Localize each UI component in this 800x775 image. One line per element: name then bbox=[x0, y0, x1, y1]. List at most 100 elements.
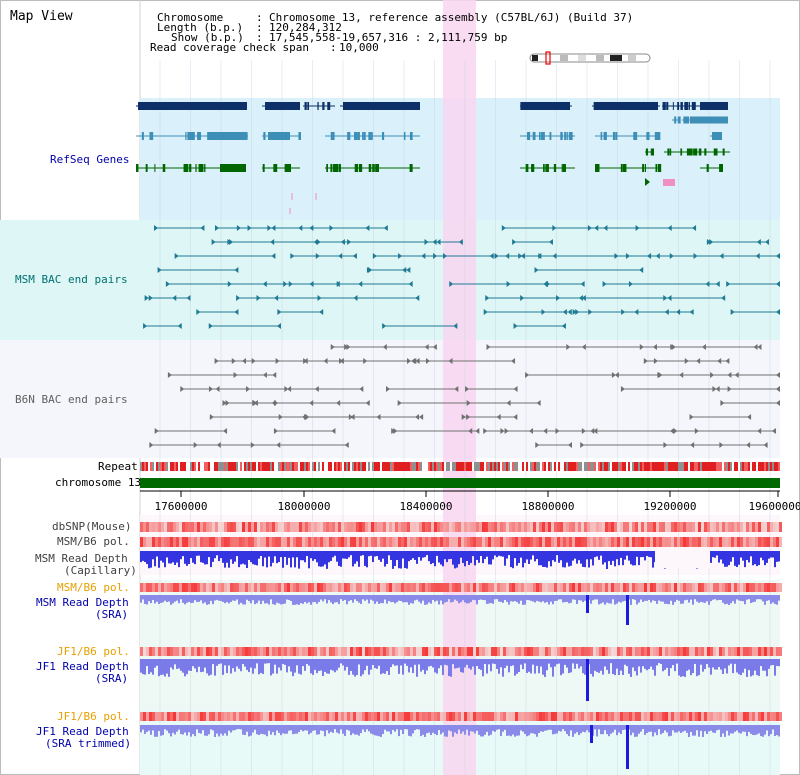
depth-bar bbox=[478, 725, 480, 735]
heat-cell bbox=[500, 647, 503, 656]
heat-cell bbox=[770, 647, 773, 656]
heat-cell bbox=[284, 522, 287, 532]
track-label-msm-b6-pol-1[interactable]: MSM/B6 pol. bbox=[57, 535, 130, 548]
depth-bar bbox=[462, 725, 464, 732]
repeat-bar bbox=[414, 462, 416, 471]
depth-bar bbox=[326, 725, 328, 731]
track-label-msm-bac[interactable]: MSM BAC end pairs bbox=[15, 273, 128, 286]
heat-cell bbox=[338, 537, 341, 547]
track-label-refseq[interactable]: RefSeq Genes bbox=[50, 153, 130, 166]
repeat-bar bbox=[508, 462, 510, 471]
heat-cell bbox=[479, 522, 482, 532]
repeat-bar bbox=[602, 462, 604, 471]
heat-cell bbox=[230, 647, 233, 656]
gene-exon bbox=[262, 164, 265, 172]
track-label-dbsnp[interactable]: dbSNP(Mouse) bbox=[52, 520, 132, 533]
heat-cell bbox=[773, 583, 776, 592]
heat-cell bbox=[263, 583, 266, 592]
depth-bar bbox=[454, 659, 456, 669]
heat-cell bbox=[209, 712, 212, 721]
chromosome-key: Chromosome bbox=[157, 11, 224, 24]
track-label-jf1-depth-trim-line1[interactable]: JF1 Read Depth bbox=[36, 725, 129, 738]
track-label-jf1-b6-pol-1[interactable]: JF1/B6 pol. bbox=[57, 645, 130, 658]
track-label-msm-depth-cap-line1[interactable]: MSM Read Depth bbox=[35, 552, 128, 565]
track-label-jf1-b6-pol-2[interactable]: JF1/B6 pol. bbox=[57, 710, 130, 723]
heat-cell bbox=[512, 522, 515, 532]
depth-bar bbox=[232, 725, 234, 731]
bac-end bbox=[717, 358, 722, 364]
heat-cell bbox=[305, 712, 308, 721]
gene-exon bbox=[719, 164, 722, 172]
heat-cell bbox=[773, 537, 776, 547]
heat-cell bbox=[590, 522, 593, 532]
bac-end bbox=[227, 281, 232, 287]
heat-cell bbox=[722, 712, 725, 721]
depth-bar bbox=[484, 725, 486, 735]
depth-bar bbox=[708, 725, 710, 732]
repeat-bar bbox=[270, 462, 272, 471]
depth-bar bbox=[482, 551, 484, 564]
depth-bar bbox=[154, 659, 156, 668]
heat-cell bbox=[599, 647, 602, 656]
repeat-bar bbox=[392, 462, 394, 471]
heat-cell bbox=[593, 537, 596, 547]
track-label-chromosome[interactable]: chromosome 13 bbox=[55, 476, 142, 489]
repeat-bar bbox=[762, 462, 764, 471]
depth-bar bbox=[774, 659, 776, 676]
depth-bar bbox=[262, 551, 264, 567]
depth-bar bbox=[538, 725, 540, 734]
heat-cell bbox=[320, 537, 323, 547]
heat-cell bbox=[434, 583, 437, 592]
depth-bar bbox=[288, 659, 290, 667]
track-label-msm-depth-sra-line1[interactable]: MSM Read Depth bbox=[36, 596, 129, 609]
repeat-bar bbox=[540, 462, 542, 471]
heat-cell bbox=[509, 712, 512, 721]
depth-bar bbox=[754, 595, 756, 602]
heat-cell bbox=[512, 712, 515, 721]
heat-cell bbox=[287, 647, 290, 656]
bac-end bbox=[721, 295, 726, 301]
heat-cell bbox=[464, 647, 467, 656]
depth-bar bbox=[342, 551, 344, 559]
heat-cell bbox=[635, 522, 638, 532]
repeat-bar bbox=[676, 462, 678, 471]
depth-bar bbox=[732, 551, 734, 558]
gene-exon bbox=[698, 148, 702, 156]
depth-bar bbox=[186, 725, 188, 736]
depth-bar bbox=[640, 659, 642, 673]
depth-bar bbox=[714, 725, 716, 733]
depth-bar bbox=[432, 595, 434, 600]
heat-cell bbox=[563, 583, 566, 592]
depth-bar bbox=[660, 659, 662, 665]
repeat-bar bbox=[524, 462, 526, 471]
track-label-msm-b6-pol-2[interactable]: MSM/B6 pol. bbox=[57, 581, 130, 594]
depth-bar bbox=[262, 595, 264, 601]
gene-exon bbox=[633, 132, 638, 140]
heat-cell bbox=[329, 712, 332, 721]
depth-bar bbox=[436, 659, 438, 674]
depth-bar bbox=[328, 551, 330, 563]
heat-cell bbox=[425, 537, 428, 547]
depth-bar bbox=[776, 551, 778, 562]
depth-bar bbox=[386, 595, 388, 604]
depth-bar bbox=[706, 725, 708, 735]
heat-cell bbox=[776, 647, 779, 656]
heat-cell bbox=[287, 583, 290, 592]
depth-bar bbox=[290, 595, 292, 602]
repeat-bar bbox=[426, 462, 428, 471]
repeat-bar bbox=[260, 462, 262, 471]
gene-exon bbox=[327, 102, 331, 110]
depth-bar bbox=[572, 551, 574, 561]
heat-cell bbox=[344, 583, 347, 592]
depth-bar bbox=[526, 659, 528, 674]
bac-end bbox=[216, 442, 221, 448]
depth-bar bbox=[480, 551, 482, 557]
track-label-b6n-bac[interactable]: B6N BAC end pairs bbox=[15, 393, 128, 406]
track-label-repeat[interactable]: Repeat bbox=[98, 460, 138, 473]
heat-cell bbox=[383, 712, 386, 721]
depth-bar bbox=[488, 725, 490, 736]
track-label-jf1-depth-sra-line1[interactable]: JF1 Read Depth bbox=[36, 660, 129, 673]
repeat-bar bbox=[476, 462, 478, 471]
depth-bar bbox=[718, 659, 720, 667]
